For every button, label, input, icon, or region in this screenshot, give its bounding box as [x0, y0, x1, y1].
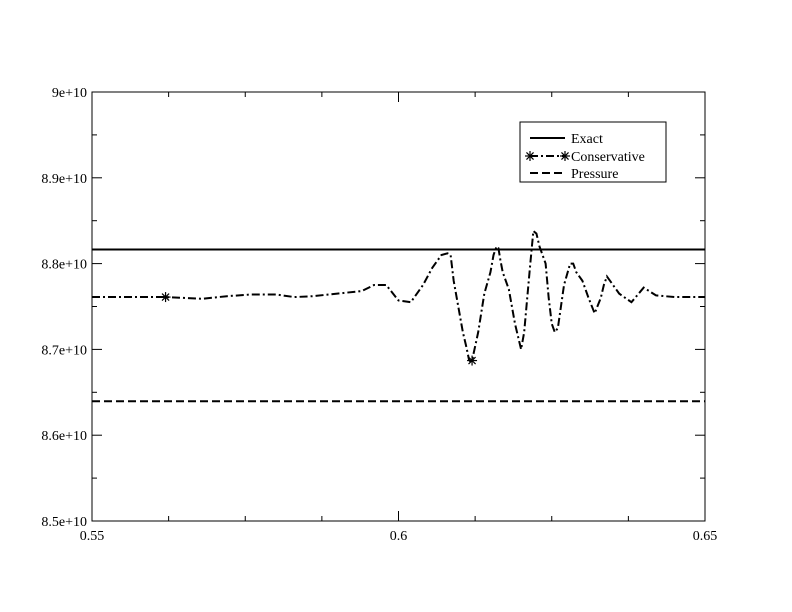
x-tick-label: 0.65: [693, 529, 718, 544]
legend: Exact Conservative Pressure: [519, 121, 667, 183]
y-tick-label: 8.9e+10: [41, 172, 87, 187]
axis-ticks: [91, 91, 706, 522]
x-axis-labels: 0.55 0.6 0.65: [80, 529, 718, 544]
asterisk-marker: [525, 151, 535, 161]
markers-layer: [160, 292, 478, 366]
asterisk-marker: [560, 151, 570, 161]
asterisk-marker: [160, 292, 171, 303]
plot-area: [91, 91, 706, 522]
x-tick-label: 0.55: [80, 529, 105, 544]
y-tick-label: 8.6e+10: [41, 429, 87, 444]
y-tick-label: 8.7e+10: [41, 343, 87, 358]
series-layer: [92, 229, 705, 403]
asterisk-marker: [467, 355, 478, 366]
y-axis-labels: 8.5e+10 8.6e+10 8.7e+10 8.8e+10 8.9e+10 9e+10: [41, 86, 87, 530]
y-tick-label: 8.8e+10: [41, 258, 87, 273]
legend-label-pressure: Pressure: [571, 167, 618, 182]
y-tick-label: 8.5e+10: [41, 515, 87, 530]
legend-label-exact: Exact: [571, 132, 603, 147]
series-line-conservative: [92, 229, 705, 363]
legend-label-conservative: Conservative: [571, 150, 645, 165]
y-tick-label: 9e+10: [52, 86, 87, 101]
x-tick-label: 0.6: [390, 529, 408, 544]
